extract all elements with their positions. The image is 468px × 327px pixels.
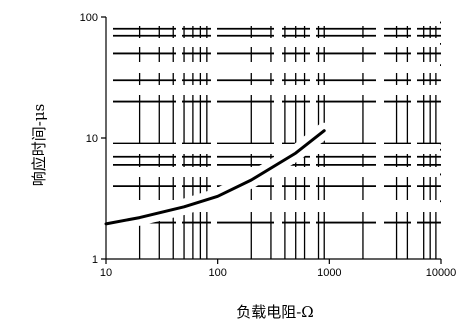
grid-gap-band	[107, 17, 440, 26]
grid-gap-band	[107, 144, 440, 154]
x-tick-label: 100	[208, 267, 226, 279]
x-tick-label: 1000	[317, 267, 341, 279]
grid	[106, 17, 441, 259]
x-axis-label: 负载电阻-Ω	[236, 303, 314, 321]
grid-gap-band	[107, 200, 440, 212]
grid-gap-column	[106, 17, 113, 259]
grid-gap-band	[107, 85, 440, 95]
grid-gap-column	[176, 17, 182, 259]
y-axis-label: 响应时间-μs	[30, 104, 48, 187]
grid-gap-column	[376, 17, 384, 259]
y-tick-label: 1	[92, 254, 98, 266]
grid-gap-column	[411, 17, 417, 259]
grid-gap-column	[211, 17, 217, 259]
y-tick-label: 100	[80, 12, 98, 24]
x-tick-labels: 10 100 1000 10000	[100, 267, 456, 279]
x-tick-label: 10	[100, 267, 112, 279]
plot-axes	[101, 16, 442, 264]
grid-gap-band	[107, 38, 440, 47]
grid-gap-band	[107, 167, 440, 177]
y-tick-labels: 1 10 100	[80, 12, 98, 266]
grid-gap-column	[274, 17, 282, 259]
grid-gap-band	[107, 62, 440, 73]
x-tick-label: 10000	[426, 267, 457, 279]
series-line	[104, 129, 326, 226]
y-tick-label: 10	[86, 133, 98, 145]
